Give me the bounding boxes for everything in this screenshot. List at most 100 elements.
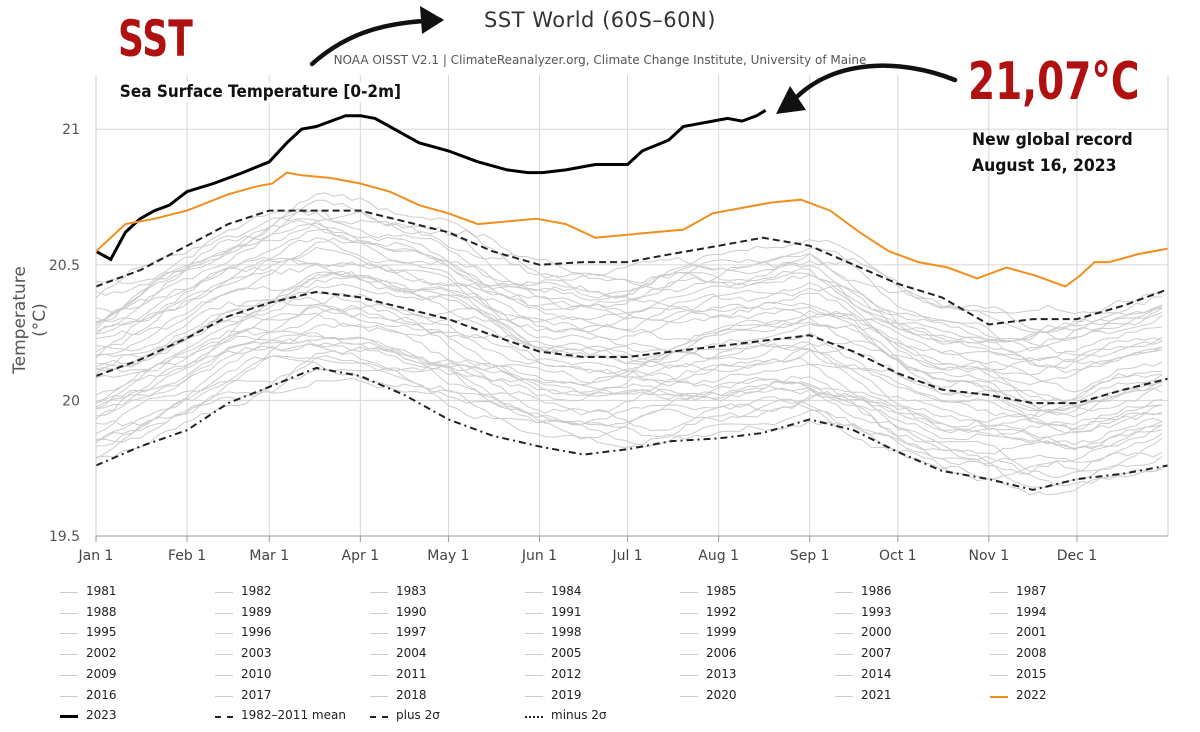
legend-swatch <box>60 633 78 635</box>
x-tick-label: Mar 1 <box>249 548 289 564</box>
year-line <box>95 355 1163 489</box>
x-tick-label: Jul 1 <box>611 548 642 564</box>
legend-swatch <box>680 612 698 614</box>
legend-swatch <box>215 633 233 635</box>
year-line <box>95 306 1163 444</box>
record-note: New global record August 16, 2023 <box>972 127 1133 179</box>
x-tick-label: Aug 1 <box>698 548 739 564</box>
legend-label: 2018 <box>396 687 427 702</box>
series-line-2022 <box>95 171 1169 288</box>
legend-label: 1984 <box>551 584 582 598</box>
highlight-lines <box>95 109 1169 491</box>
y-tick-label: 19.5 <box>49 529 80 545</box>
legend-swatch <box>990 612 1008 614</box>
legend-swatch <box>370 633 388 635</box>
legend-label: 1986 <box>861 584 892 598</box>
legend-label: 2022 <box>1016 687 1047 702</box>
legend-swatch <box>215 695 233 697</box>
year-line <box>95 209 1163 343</box>
legend-label: 2023 <box>86 708 117 723</box>
year-line <box>95 338 1163 455</box>
legend-swatch <box>525 674 543 676</box>
record-arrowhead <box>776 86 806 114</box>
x-tick-label: Oct 1 <box>879 548 917 564</box>
x-tick-label: Jun 1 <box>521 548 557 564</box>
sst-overlay-label: SST <box>118 10 193 68</box>
legend-swatch <box>835 633 853 635</box>
legend-swatch <box>680 592 698 593</box>
legend-swatch <box>215 716 233 719</box>
year-line <box>95 199 1163 352</box>
year-line <box>95 343 1163 450</box>
year-line <box>95 332 1163 475</box>
legend-label: 1983 <box>396 584 427 598</box>
year-line <box>95 327 1163 433</box>
legend-label: 2012 <box>551 666 582 681</box>
legend-label: plus 2σ <box>396 708 440 723</box>
legend-label: 1993 <box>861 604 892 619</box>
legend-label: 2019 <box>551 687 582 702</box>
legend-swatch <box>835 695 853 697</box>
x-tick-label: Dec 1 <box>1057 548 1097 564</box>
legend-label: 1985 <box>706 584 737 598</box>
legend-swatch <box>525 633 543 635</box>
x-tick-label: May 1 <box>427 548 469 564</box>
legend-label: 2010 <box>241 666 272 681</box>
legend-label: 2014 <box>861 666 892 681</box>
legend-swatch <box>370 716 388 719</box>
legend-label: 2020 <box>706 687 737 702</box>
legend-label: 2008 <box>1016 646 1047 661</box>
legend-label: 1997 <box>396 625 427 640</box>
y-tick-label: 20.5 <box>49 258 80 274</box>
x-tick-label: Sep 1 <box>790 548 830 564</box>
legend-label: minus 2σ <box>551 708 607 723</box>
legend-swatch <box>60 715 78 719</box>
legend-swatch <box>370 592 388 593</box>
legend-swatch <box>835 592 853 593</box>
legend-swatch <box>525 695 543 697</box>
legend-swatch <box>835 612 853 614</box>
annotation-arrows <box>309 6 958 114</box>
legend-swatch <box>990 654 1008 656</box>
year-line <box>95 341 1163 449</box>
legend-swatch <box>60 674 78 676</box>
legend-swatch <box>370 674 388 676</box>
legend-label: 2005 <box>551 646 582 661</box>
legend-label: 2006 <box>706 646 737 661</box>
legend-swatch <box>60 695 78 697</box>
year-line <box>95 222 1163 354</box>
year-line <box>95 283 1163 416</box>
legend-label: 2007 <box>861 646 892 661</box>
legend-label: 2000 <box>861 625 892 640</box>
year-line <box>95 219 1163 344</box>
legend-label: 2001 <box>1016 625 1047 640</box>
year-line <box>95 377 1163 487</box>
legend-label: 2017 <box>241 687 272 702</box>
background-year-lines <box>95 192 1163 496</box>
legend-swatch <box>835 654 853 656</box>
legend-swatch <box>525 612 543 614</box>
legend-swatch <box>60 592 78 593</box>
legend-label: 2021 <box>861 687 892 702</box>
series-line-1982-2011-mean <box>95 290 1169 405</box>
legend-swatch <box>60 612 78 614</box>
legend-label: 2011 <box>396 666 427 681</box>
y-axis-label: Temperature (°C) <box>10 266 50 374</box>
year-line <box>95 270 1163 403</box>
legend-label: 2015 <box>1016 666 1047 681</box>
record-arrow <box>787 63 958 107</box>
chart-title: SST World (60S–60N) <box>484 8 716 32</box>
legend-swatch <box>680 674 698 676</box>
legend-swatch <box>370 695 388 697</box>
legend-swatch <box>370 612 388 614</box>
legend-swatch <box>60 654 78 656</box>
legend-label: 1998 <box>551 625 582 640</box>
year-line <box>95 274 1163 393</box>
legend-swatch <box>990 592 1008 593</box>
series-line-minus-2- <box>95 366 1169 491</box>
legend-swatch <box>215 674 233 676</box>
axes: 19.5 20 20.5 21 Jan 1 Feb 1 Mar 1 Apr 1 May 1 Jun… <box>49 75 1169 564</box>
year-line <box>95 336 1163 446</box>
legend-label: 1996 <box>241 625 272 640</box>
legend-label: 1987 <box>1016 584 1047 598</box>
